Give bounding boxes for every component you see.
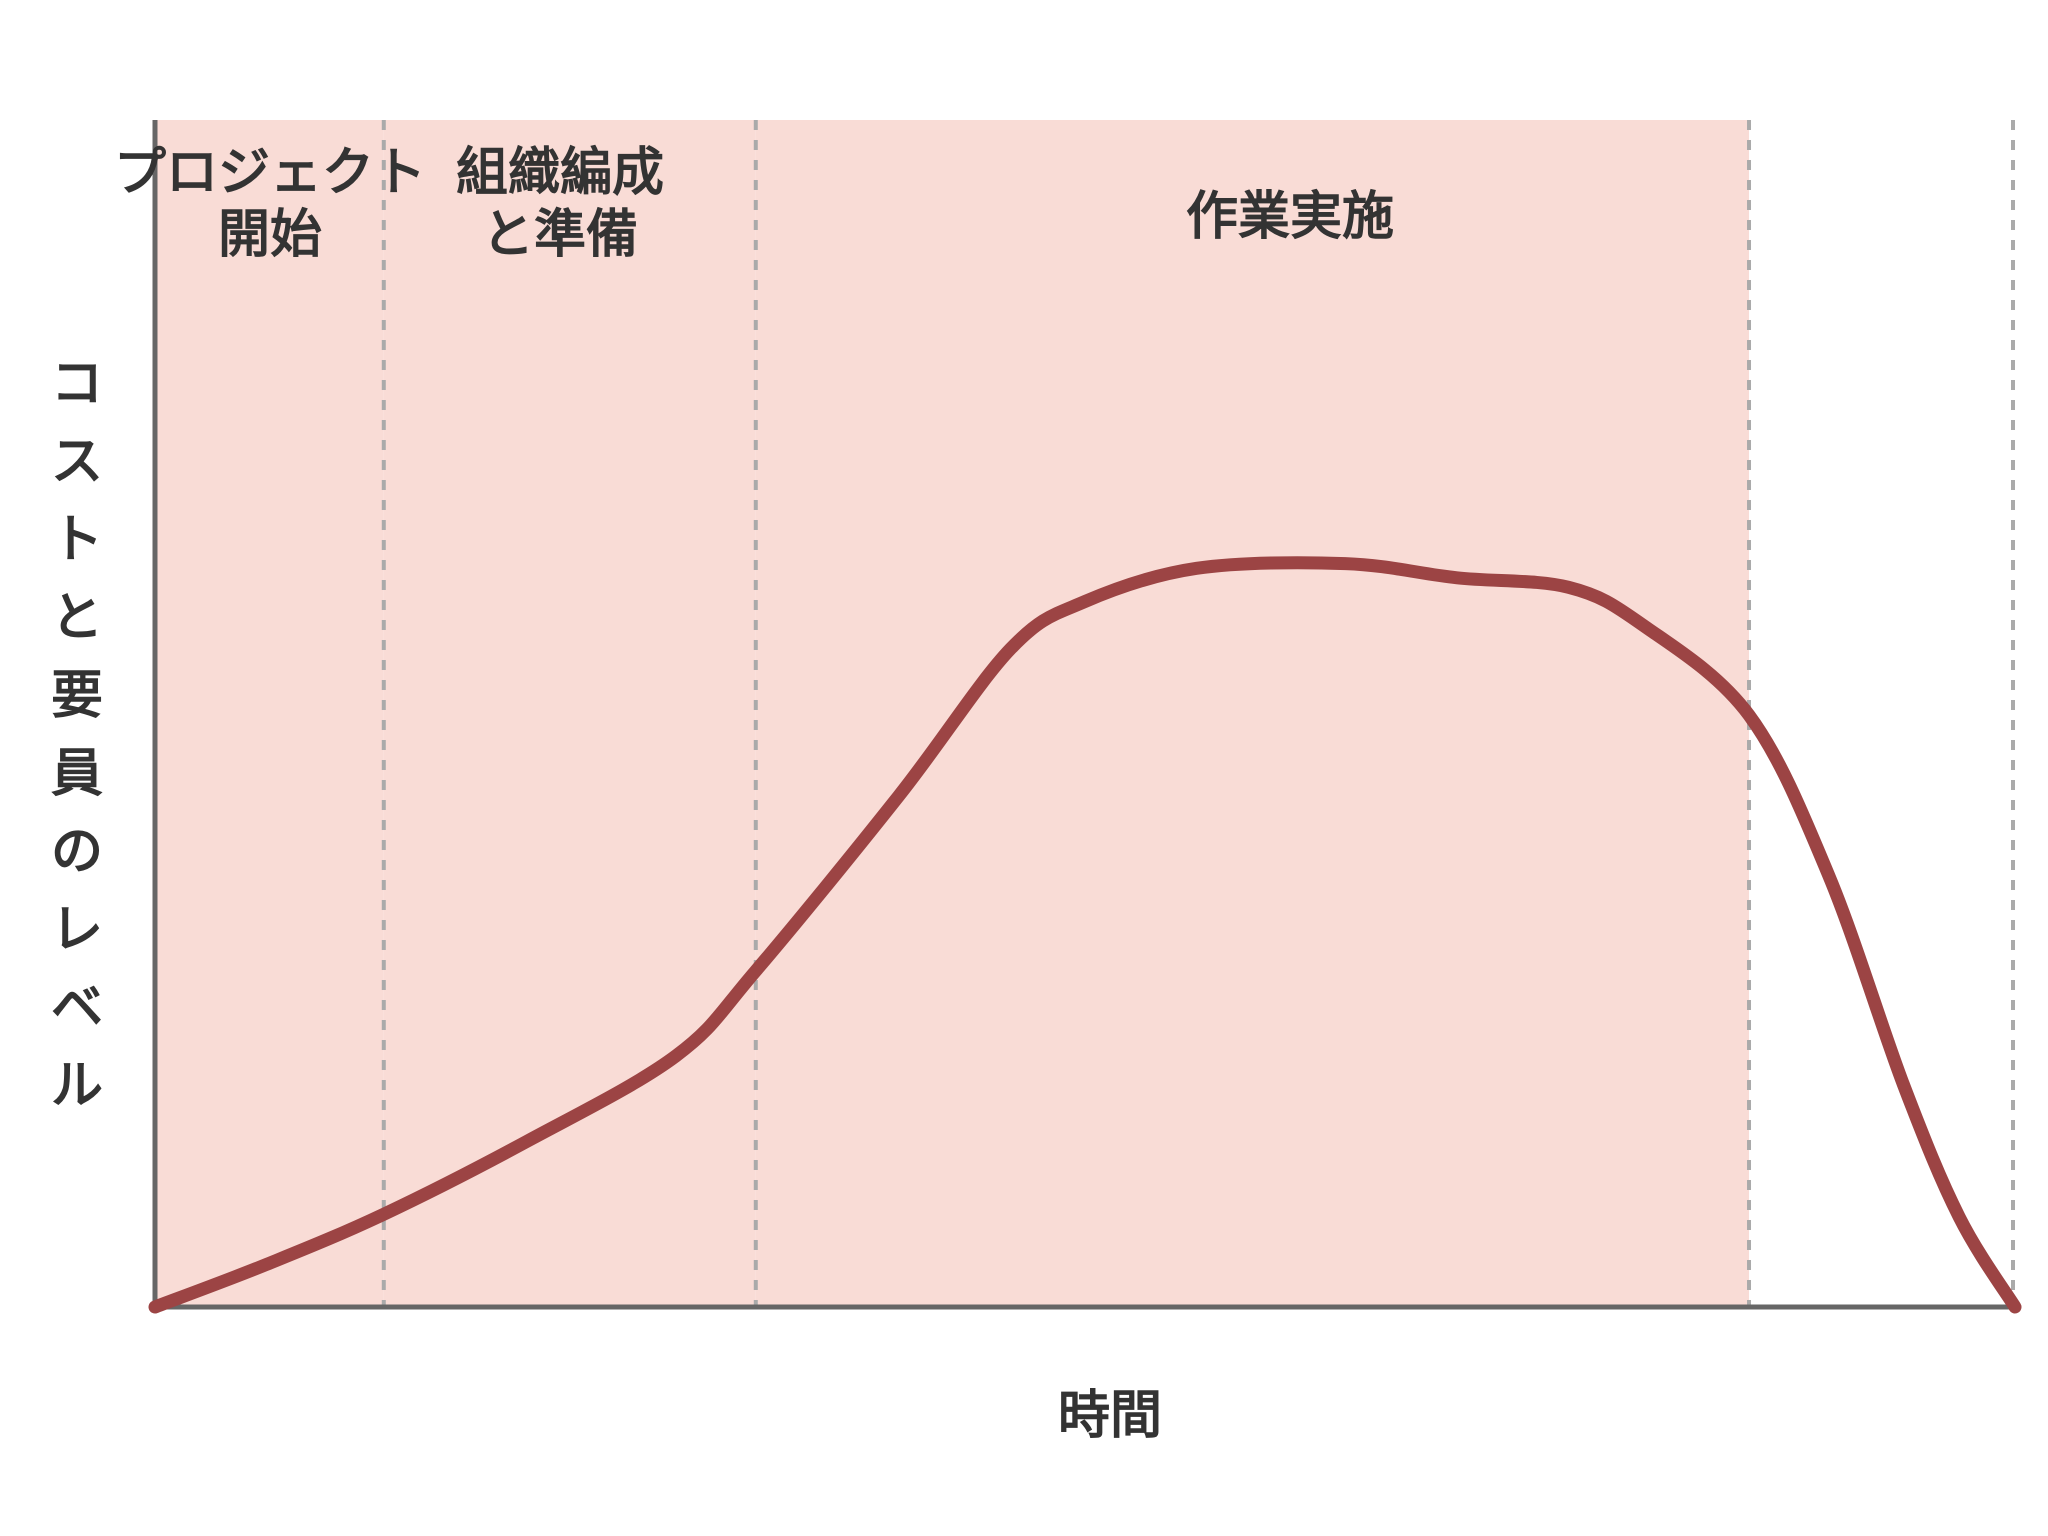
cost-staffing-curve	[148, 556, 2022, 1314]
axes	[152, 120, 2015, 1310]
phase-dividers	[381, 120, 2015, 1307]
phase-band-1	[383, 120, 756, 1307]
phase-label-start-line1: プロジェクト	[113, 143, 426, 203]
phase-backgrounds	[155, 120, 1750, 1307]
x-axis-label: 時間	[1057, 1386, 1162, 1446]
phase-label-organize: 組織編成 と準備	[410, 142, 710, 266]
phase-label-execute: 作業実施	[1090, 186, 1490, 248]
phase-label-start-line2: 開始	[217, 205, 322, 265]
y-axis-label: コストと要員のレベル	[50, 354, 103, 1116]
phase-band-2	[755, 120, 1750, 1307]
phase-label-start: プロジェクト 開始	[90, 142, 450, 266]
phase-label-execute-line1: 作業実施	[1185, 187, 1394, 247]
phase-label-organize-line2: と準備	[481, 205, 638, 265]
phase-band-0	[155, 120, 384, 1307]
phase-label-organize-line1: 組織編成	[455, 143, 664, 203]
